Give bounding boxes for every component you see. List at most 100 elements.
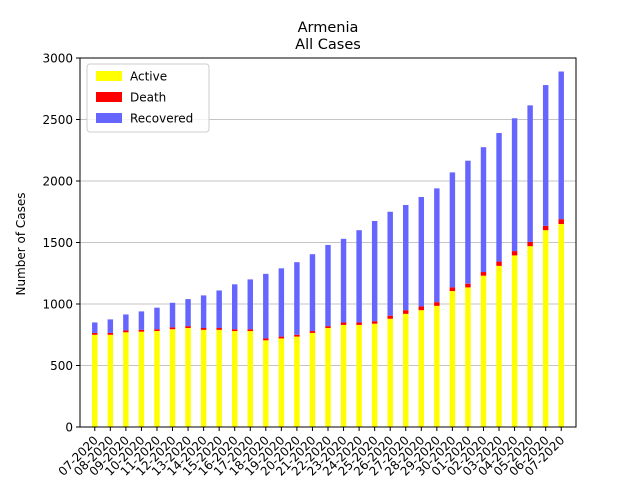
legend-label-active: Active [130, 70, 167, 84]
legend-label-death: Death [130, 91, 166, 105]
bar-active-10 [247, 331, 253, 427]
bar-active-12 [278, 338, 285, 427]
bar-recovered-28 [527, 105, 533, 242]
bar-active-4 [154, 331, 160, 427]
bar-death-5 [169, 327, 176, 330]
bar-death-24 [465, 283, 471, 288]
bar-recovered-11 [263, 273, 269, 339]
bar-death-19 [387, 315, 393, 319]
bar-recovered-21 [418, 196, 425, 307]
bar-death-28 [527, 241, 533, 247]
bar-recovered-16 [340, 238, 347, 323]
bar-recovered-0 [92, 322, 98, 333]
bar-recovered-17 [356, 230, 362, 323]
bar-death-9 [231, 329, 238, 332]
bar-recovered-9 [231, 284, 238, 330]
bar-active-27 [511, 255, 518, 427]
bar-death-1 [107, 332, 114, 335]
bar-death-2 [123, 330, 129, 333]
bar-recovered-13 [294, 262, 300, 335]
bar-active-8 [216, 329, 222, 427]
y-tick-label-3: 1500 [42, 236, 73, 250]
bar-death-17 [356, 322, 362, 325]
y-tick-label-4: 2000 [42, 175, 73, 189]
y-tick-label-5: 2500 [42, 113, 73, 127]
bar-active-26 [496, 265, 502, 427]
bar-active-21 [418, 310, 425, 427]
bar-death-25 [480, 272, 487, 276]
bar-recovered-19 [387, 211, 393, 316]
bar-death-22 [434, 302, 440, 306]
bar-active-15 [325, 327, 331, 427]
bar-death-0 [92, 332, 98, 335]
bar-recovered-8 [216, 290, 222, 328]
bar-death-10 [247, 329, 253, 332]
bar-recovered-29 [542, 85, 549, 226]
bar-recovered-23 [449, 172, 456, 288]
bar-active-19 [387, 318, 393, 427]
bar-death-7 [200, 327, 207, 330]
y-tick-label-0: 0 [65, 421, 73, 435]
y-tick-label-1: 500 [50, 359, 73, 373]
bar-death-21 [418, 306, 425, 311]
bar-death-15 [325, 326, 331, 328]
bar-death-11 [263, 338, 269, 341]
bar-active-18 [371, 323, 378, 427]
legend-swatch-death [96, 92, 122, 102]
bar-recovered-27 [511, 118, 518, 252]
bar-recovered-30 [558, 71, 564, 220]
bar-death-4 [154, 329, 160, 332]
bar-recovered-12 [278, 268, 285, 337]
bar-death-14 [309, 331, 316, 333]
y-ticks: 0 500 1000 1500 2000 2500 3000 [42, 52, 80, 435]
bar-recovered-3 [138, 311, 145, 330]
bar-active-28 [527, 246, 533, 427]
bar-recovered-4 [154, 307, 160, 330]
bar-active-14 [309, 332, 316, 427]
bar-recovered-18 [371, 220, 378, 322]
bar-recovered-26 [496, 133, 502, 262]
y-tick-label-6: 3000 [42, 52, 73, 66]
bar-active-24 [465, 287, 471, 427]
bar-death-18 [371, 321, 378, 324]
bar-active-23 [449, 291, 456, 427]
bar-death-30 [558, 219, 564, 225]
bar-recovered-25 [480, 147, 487, 273]
bar-death-29 [542, 225, 549, 231]
bar-death-6 [185, 326, 191, 328]
bar-active-0 [92, 334, 98, 427]
bar-active-30 [558, 224, 564, 427]
bar-recovered-7 [200, 295, 207, 328]
bar-recovered-5 [169, 302, 176, 328]
bar-active-22 [434, 305, 440, 427]
bar-recovered-14 [309, 254, 316, 332]
bar-active-1 [107, 334, 114, 427]
bar-death-26 [496, 261, 502, 266]
bar-active-11 [263, 340, 269, 427]
bars [92, 71, 564, 427]
bar-death-16 [340, 322, 347, 325]
bar-active-13 [294, 336, 300, 427]
bar-death-3 [138, 329, 145, 332]
legend-swatch-recovered [96, 113, 122, 123]
bar-recovered-20 [403, 204, 409, 311]
bar-death-23 [449, 287, 456, 292]
y-tick-label-2: 1000 [42, 298, 73, 312]
bar-active-17 [356, 324, 362, 427]
bar-recovered-6 [185, 299, 191, 327]
bar-death-13 [294, 334, 300, 337]
bar-active-6 [185, 327, 191, 427]
bar-death-8 [216, 327, 222, 330]
bar-recovered-10 [247, 279, 253, 330]
bar-active-5 [169, 329, 176, 427]
bar-recovered-22 [434, 188, 440, 303]
bar-active-20 [403, 313, 409, 427]
bar-active-25 [480, 275, 487, 427]
bar-active-9 [231, 331, 238, 427]
bar-active-16 [340, 324, 347, 427]
legend: Active Death Recovered [86, 63, 210, 133]
bar-recovered-15 [325, 244, 331, 327]
bar-recovered-2 [123, 314, 129, 331]
